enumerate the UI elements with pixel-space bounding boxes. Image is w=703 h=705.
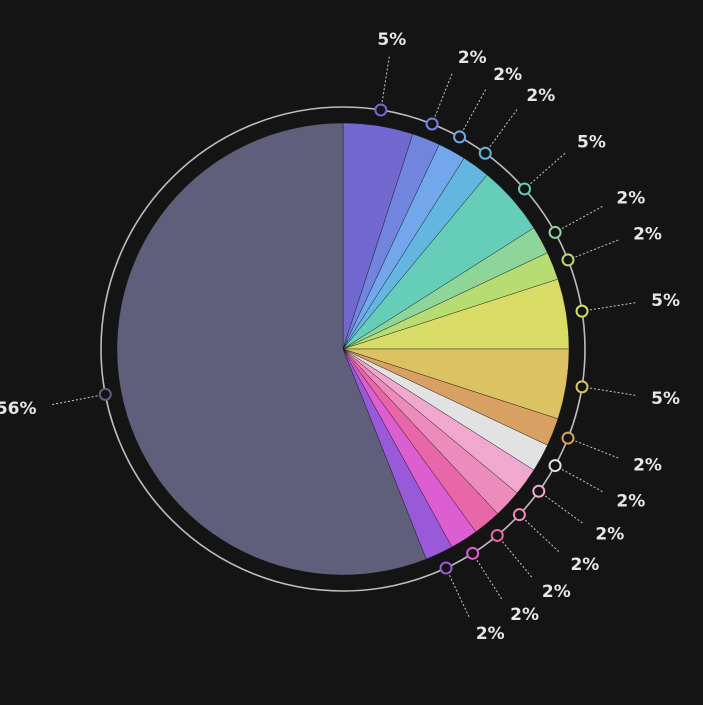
slice-marker-9	[575, 380, 589, 394]
slice-label-1: 5%	[377, 30, 406, 50]
slice-label-13: 2%	[570, 555, 599, 575]
slice-marker-15	[466, 546, 480, 560]
leader-line-9	[581, 386, 638, 397]
slice-marker-12	[532, 484, 546, 498]
slice-marker-8	[575, 304, 589, 318]
slice-marker-1	[374, 103, 388, 117]
slice-label-16: 2%	[476, 624, 505, 644]
slice-label-7: 2%	[633, 224, 662, 244]
leader-lines	[50, 54, 638, 619]
slice-marker-4	[478, 146, 492, 160]
slice-marker-14	[490, 528, 504, 542]
slice-marker-17	[98, 387, 112, 401]
slice-marker-6	[548, 225, 562, 239]
slice-label-11: 2%	[616, 491, 645, 511]
slice-marker-5	[518, 182, 532, 196]
leader-line-16	[445, 567, 471, 619]
leader-line-11	[554, 465, 605, 493]
leader-line-4	[484, 107, 519, 154]
pie-slices	[116, 122, 570, 576]
leader-line-5	[524, 151, 567, 190]
slice-marker-10	[561, 431, 575, 445]
slice-marker-11	[548, 459, 562, 473]
leader-line-7	[567, 238, 621, 261]
slice-label-4: 2%	[526, 86, 555, 106]
slice-label-9: 5%	[651, 389, 680, 409]
slice-marker-2	[425, 117, 439, 131]
leader-line-8	[581, 301, 638, 312]
slice-label-10: 2%	[633, 456, 662, 476]
leader-line-10	[567, 437, 621, 460]
slice-label-5: 5%	[577, 132, 606, 152]
slice-marker-3	[453, 130, 467, 144]
leader-line-6	[554, 205, 605, 233]
slice-label-6: 2%	[616, 189, 645, 209]
slice-label-15: 2%	[510, 605, 539, 625]
slice-label-12: 2%	[595, 525, 624, 545]
slice-marker-13	[512, 508, 526, 522]
slice-label-8: 5%	[651, 291, 680, 311]
leader-line-2	[431, 71, 454, 125]
slice-label-17: 56%	[0, 399, 37, 419]
slice-labels: 5%2%2%2%5%2%2%5%5%2%2%2%2%2%2%2%56%	[0, 30, 680, 644]
leader-line-12	[538, 490, 585, 525]
leader-line-3	[459, 87, 487, 138]
slice-label-14: 2%	[542, 582, 571, 602]
slice-label-3: 2%	[493, 65, 522, 85]
slice-label-2: 2%	[458, 48, 487, 68]
leader-line-14	[496, 535, 534, 579]
leader-line-15	[472, 553, 504, 601]
leader-line-13	[519, 514, 561, 554]
slice-marker-16	[439, 561, 453, 575]
leader-line-17	[50, 393, 106, 406]
outer-ring	[100, 106, 586, 592]
pie-slice-17	[116, 122, 427, 576]
leader-line-1	[380, 54, 391, 111]
slice-marker-7	[561, 253, 575, 267]
